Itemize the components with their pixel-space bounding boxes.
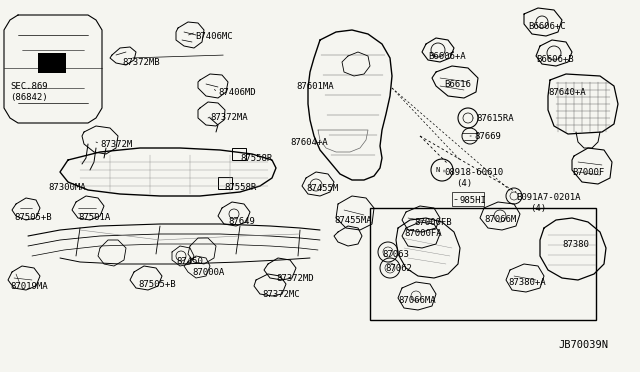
- Text: 87640+A: 87640+A: [548, 88, 586, 97]
- Text: 87062: 87062: [385, 264, 412, 273]
- Text: 87455MA: 87455MA: [334, 216, 372, 225]
- Text: 87300MA: 87300MA: [48, 183, 86, 192]
- Text: 87601MA: 87601MA: [296, 82, 333, 91]
- Text: B6606+B: B6606+B: [536, 55, 573, 64]
- Text: 87615RA: 87615RA: [476, 114, 514, 123]
- Text: 87372MA: 87372MA: [210, 113, 248, 122]
- Bar: [370, 208, 596, 320]
- Text: 87063: 87063: [382, 250, 409, 259]
- Text: 87604+A: 87604+A: [290, 138, 328, 147]
- Text: B091A7-0201A: B091A7-0201A: [516, 193, 580, 202]
- Text: B6616: B6616: [444, 80, 471, 89]
- Text: (4): (4): [530, 204, 546, 213]
- Bar: [38, 53, 66, 73]
- Text: 87406MD: 87406MD: [218, 88, 255, 97]
- Text: B6606+A: B6606+A: [428, 52, 466, 61]
- Text: 87019MA: 87019MA: [10, 282, 47, 291]
- Text: (4): (4): [456, 179, 472, 188]
- Text: 87000A: 87000A: [192, 268, 224, 277]
- Text: 87372MC: 87372MC: [262, 290, 300, 299]
- Text: JB70039N: JB70039N: [558, 340, 608, 350]
- Text: 87501A: 87501A: [78, 213, 110, 222]
- Text: 87669: 87669: [474, 132, 501, 141]
- Text: 87505+B: 87505+B: [138, 280, 175, 289]
- Text: 87380+A: 87380+A: [508, 278, 546, 287]
- Text: B7406MC: B7406MC: [195, 32, 232, 41]
- Bar: [218, 177, 232, 189]
- Text: 08918-60610: 08918-60610: [444, 168, 503, 177]
- Text: 87000FA: 87000FA: [404, 229, 442, 238]
- Text: 87372MD: 87372MD: [276, 274, 314, 283]
- Text: 87000FB: 87000FB: [414, 218, 452, 227]
- Text: B6606+C: B6606+C: [528, 22, 566, 31]
- Text: 87505+B: 87505+B: [14, 213, 52, 222]
- Text: B7000F: B7000F: [572, 168, 604, 177]
- Text: SEC.869: SEC.869: [10, 82, 47, 91]
- Text: 87372MB: 87372MB: [122, 58, 159, 67]
- Text: N: N: [436, 167, 440, 173]
- Text: 87455M: 87455M: [306, 184, 339, 193]
- Text: 87380: 87380: [562, 240, 589, 249]
- Text: 87066M: 87066M: [484, 215, 516, 224]
- Bar: [452, 192, 484, 206]
- Text: 87372M: 87372M: [100, 140, 132, 149]
- Text: 87558R: 87558R: [240, 154, 272, 163]
- Text: 87066MA: 87066MA: [398, 296, 436, 305]
- Text: 985HI: 985HI: [460, 196, 487, 205]
- Text: (86842): (86842): [10, 93, 47, 102]
- Text: 87450: 87450: [176, 257, 203, 266]
- Text: 87558R: 87558R: [224, 183, 256, 192]
- Text: 87649: 87649: [228, 217, 255, 226]
- Bar: [232, 148, 246, 160]
